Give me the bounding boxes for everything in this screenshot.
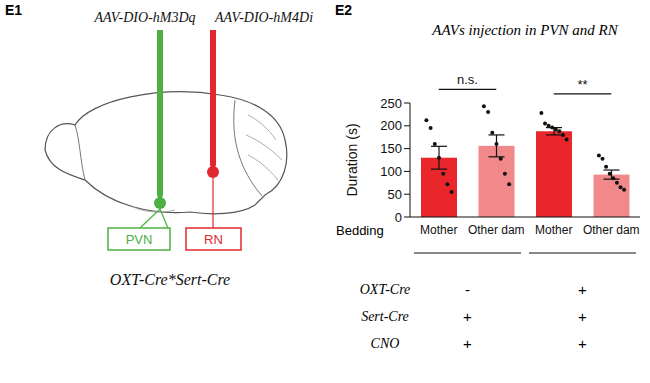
svg-text:OXT-Cre*Sert-Cre: OXT-Cre*Sert-Cre — [110, 271, 230, 288]
html-text:AAVs injection in PVN and RN: AAVs injection in PVN and RN — [432, 22, 618, 38]
svg-text:200: 200 — [380, 118, 402, 133]
svg-text:0: 0 — [395, 210, 402, 225]
svg-text:150: 150 — [380, 141, 402, 156]
html-text:E1: E1 — [5, 2, 23, 18]
svg-text:AAV-DIO-hM3Dq: AAV-DIO-hM3Dq — [93, 10, 195, 25]
svg-text:RN: RN — [204, 232, 223, 247]
html-text:E2: E2 — [335, 2, 353, 18]
svg-text:50: 50 — [388, 187, 402, 202]
svg-text:PVN: PVN — [126, 232, 153, 247]
svg-text:n.s.: n.s. — [457, 72, 478, 87]
svg-text:Mother: Mother — [535, 223, 572, 237]
svg-text:**: ** — [577, 77, 587, 92]
html-text:CNO: CNO — [370, 336, 400, 351]
svg-text:Other dam: Other dam — [468, 223, 525, 237]
svg-text:AAV-DIO-hM4Di: AAV-DIO-hM4Di — [214, 10, 313, 25]
html-text:Sert-Cre: Sert-Cre — [361, 309, 409, 324]
html-text:Bedding: Bedding — [336, 223, 384, 238]
svg-text:Other dam: Other dam — [583, 223, 640, 237]
html-text:OXT-Cre: OXT-Cre — [359, 282, 411, 297]
svg-text:250: 250 — [380, 96, 402, 111]
svg-text:100: 100 — [380, 164, 402, 179]
svg-text:Mother: Mother — [420, 223, 457, 237]
svg-text:Duration (s): Duration (s) — [344, 123, 360, 196]
